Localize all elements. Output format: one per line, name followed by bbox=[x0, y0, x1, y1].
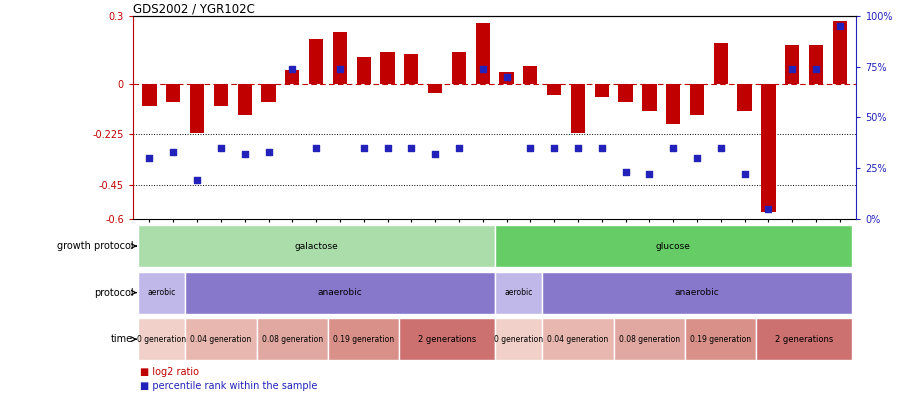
Point bbox=[642, 171, 657, 177]
Bar bbox=[642, 84, 657, 111]
Point bbox=[809, 66, 823, 72]
Bar bbox=[594, 84, 609, 97]
Point bbox=[166, 149, 180, 155]
Point bbox=[499, 74, 514, 80]
Point bbox=[452, 145, 466, 151]
Bar bbox=[309, 39, 323, 84]
Bar bbox=[137, 272, 185, 313]
Text: 0.04 generation: 0.04 generation bbox=[548, 335, 608, 344]
Bar bbox=[685, 318, 757, 360]
Bar bbox=[185, 318, 256, 360]
Point bbox=[666, 145, 681, 151]
Bar bbox=[785, 45, 800, 84]
Bar bbox=[285, 70, 300, 84]
Point bbox=[261, 149, 276, 155]
Point bbox=[190, 177, 204, 183]
Point bbox=[428, 151, 442, 157]
Bar bbox=[614, 318, 685, 360]
Bar bbox=[237, 84, 252, 115]
Text: 0.04 generation: 0.04 generation bbox=[191, 335, 252, 344]
Text: 0 generation: 0 generation bbox=[494, 335, 543, 344]
Text: anaerobic: anaerobic bbox=[674, 288, 719, 297]
Text: aerobic: aerobic bbox=[504, 288, 532, 297]
Point bbox=[285, 66, 300, 72]
Bar bbox=[547, 84, 562, 95]
Bar bbox=[404, 54, 419, 84]
Point bbox=[380, 145, 395, 151]
Bar bbox=[142, 84, 157, 106]
Point bbox=[690, 155, 704, 161]
Text: GDS2002 / YGR102C: GDS2002 / YGR102C bbox=[133, 2, 255, 15]
Bar bbox=[190, 84, 204, 133]
Bar bbox=[380, 52, 395, 84]
Text: 0 generation: 0 generation bbox=[136, 335, 186, 344]
Point bbox=[309, 145, 323, 151]
Bar bbox=[542, 272, 852, 313]
Text: protocol: protocol bbox=[93, 288, 134, 298]
Text: ■ percentile rank within the sample: ■ percentile rank within the sample bbox=[140, 381, 318, 391]
Point bbox=[142, 155, 157, 161]
Point bbox=[833, 23, 847, 30]
Bar bbox=[833, 21, 847, 84]
Point bbox=[523, 145, 538, 151]
Point bbox=[333, 66, 347, 72]
Text: 0.19 generation: 0.19 generation bbox=[333, 335, 394, 344]
Bar bbox=[256, 318, 328, 360]
Bar bbox=[475, 23, 490, 84]
Text: aerobic: aerobic bbox=[147, 288, 176, 297]
Point bbox=[618, 169, 633, 175]
Bar bbox=[571, 84, 585, 133]
Point bbox=[547, 145, 562, 151]
Point bbox=[737, 171, 752, 177]
Point bbox=[356, 145, 371, 151]
Point bbox=[785, 66, 800, 72]
Bar bbox=[542, 318, 614, 360]
Text: galactose: galactose bbox=[294, 241, 338, 251]
Bar bbox=[166, 84, 180, 102]
Bar bbox=[757, 318, 852, 360]
Bar bbox=[714, 43, 728, 84]
Bar bbox=[495, 225, 852, 267]
Text: growth protocol: growth protocol bbox=[57, 241, 134, 251]
Bar bbox=[328, 318, 399, 360]
Bar bbox=[213, 84, 228, 106]
Bar bbox=[399, 318, 495, 360]
Bar bbox=[690, 84, 704, 115]
Point bbox=[213, 145, 228, 151]
Bar bbox=[185, 272, 495, 313]
Point bbox=[237, 151, 252, 157]
Point bbox=[714, 145, 728, 151]
Text: glucose: glucose bbox=[656, 241, 691, 251]
Bar bbox=[499, 72, 514, 84]
Point bbox=[761, 205, 776, 212]
Bar bbox=[261, 84, 276, 102]
Bar bbox=[356, 57, 371, 84]
Bar bbox=[809, 45, 823, 84]
Bar bbox=[761, 84, 776, 212]
Bar bbox=[666, 84, 681, 124]
Text: 2 generations: 2 generations bbox=[775, 335, 834, 344]
Point bbox=[594, 145, 609, 151]
Text: 2 generations: 2 generations bbox=[418, 335, 476, 344]
Text: anaerobic: anaerobic bbox=[318, 288, 363, 297]
Text: 0.08 generation: 0.08 generation bbox=[262, 335, 322, 344]
Bar bbox=[137, 225, 495, 267]
Text: 0.19 generation: 0.19 generation bbox=[691, 335, 751, 344]
Bar bbox=[618, 84, 633, 102]
Bar bbox=[452, 52, 466, 84]
Bar bbox=[428, 84, 442, 93]
Text: ■ log2 ratio: ■ log2 ratio bbox=[140, 367, 199, 377]
Bar bbox=[523, 66, 538, 84]
Bar bbox=[495, 318, 542, 360]
Text: 0.08 generation: 0.08 generation bbox=[619, 335, 680, 344]
Bar bbox=[495, 272, 542, 313]
Point bbox=[404, 145, 419, 151]
Bar bbox=[333, 32, 347, 84]
Point bbox=[571, 145, 585, 151]
Bar bbox=[737, 84, 752, 111]
Bar bbox=[137, 318, 185, 360]
Text: time: time bbox=[111, 334, 134, 344]
Point bbox=[475, 66, 490, 72]
